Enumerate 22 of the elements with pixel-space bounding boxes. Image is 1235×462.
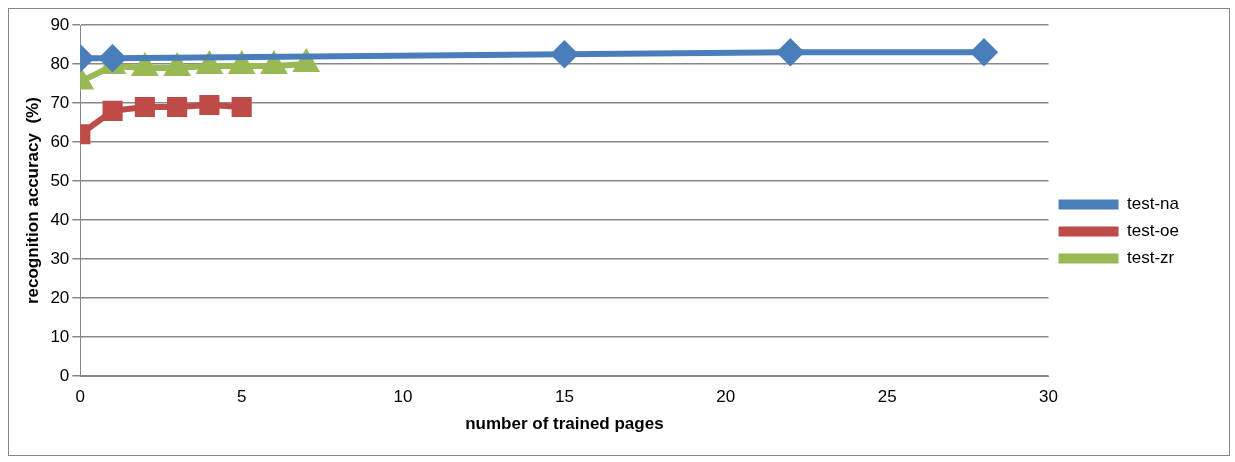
x-tick-label: 30 — [1039, 387, 1058, 407]
legend-label: test-na — [1127, 194, 1180, 214]
x-tick-label: 20 — [716, 387, 736, 407]
y-tick-label: 0 — [59, 365, 70, 385]
legend-label: test-zr — [1127, 248, 1175, 268]
x-tick-label: 15 — [554, 387, 574, 407]
y-tick-label: 60 — [50, 131, 70, 151]
x-tick-label: 25 — [877, 387, 897, 407]
y-tick-label: 70 — [50, 92, 70, 112]
y-tick-label: 20 — [50, 287, 70, 307]
x-axis-title: number of trained pages — [465, 414, 664, 434]
y-tick-label: 40 — [50, 209, 70, 229]
y-axis-title: recognition accuracy (%) — [22, 97, 42, 305]
legend-label: test-oe — [1127, 221, 1180, 241]
x-tick-label: 5 — [236, 387, 247, 407]
y-tick-label: 30 — [50, 248, 70, 268]
x-tick-label: 10 — [393, 387, 413, 407]
y-tick-label: 10 — [50, 326, 70, 346]
y-tick-label: 50 — [50, 170, 70, 190]
x-tick-label: 0 — [75, 387, 86, 407]
y-tick-label: 90 — [50, 14, 70, 34]
y-tick-label: 80 — [50, 53, 70, 73]
